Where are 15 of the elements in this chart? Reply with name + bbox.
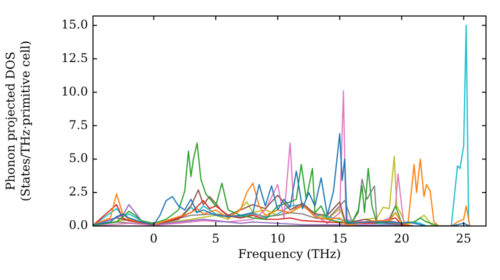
- y-tick-label: 2.5: [68, 184, 88, 199]
- y-tick-label: 5.0: [68, 151, 88, 166]
- y-tick-label: 12.5: [61, 50, 88, 65]
- x-tick-label: 20: [394, 231, 410, 246]
- x-tick-label: 15: [332, 231, 348, 246]
- y-axis-title: Phonon projected DOS (States/THz·primitive cell): [4, 40, 33, 202]
- x-tick-label: 0: [150, 231, 158, 246]
- y-tick-label: 7.5: [68, 118, 88, 132]
- y-tick-label: 15.0: [61, 17, 88, 32]
- x-tick-label: 5: [212, 231, 220, 246]
- x-tick-label: 25: [456, 231, 472, 246]
- y-tick-label: 10.0: [61, 84, 88, 98]
- y-tick-label: 0.0: [68, 218, 88, 232]
- x-axis-title: Frequency (THz): [238, 246, 341, 261]
- x-tick-label: 10: [270, 231, 286, 246]
